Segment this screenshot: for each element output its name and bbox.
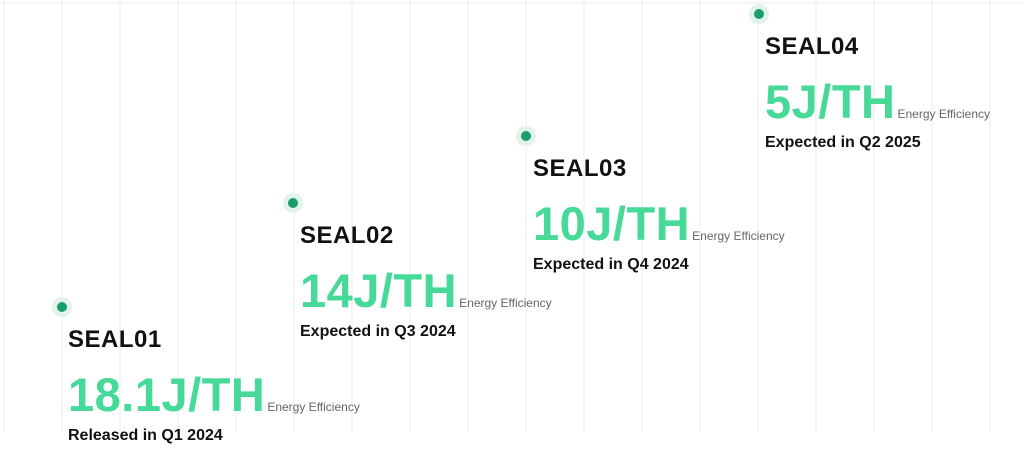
grid-lines [0,0,1024,432]
release-status: Expected in Q3 2024 [300,323,456,340]
product-name: SEAL02 [300,222,394,249]
milestone-dot [516,126,536,146]
efficiency-value: 14J/TH [300,264,458,317]
release-status: Expected in Q4 2024 [533,256,689,273]
efficiency-row: 14J/TH Energy Efficiency [300,261,552,321]
milestone: SEAL02 14J/TH Energy Efficiency Expected … [300,221,552,343]
efficiency-label: Energy Efficiency [267,400,360,414]
efficiency-label: Energy Efficiency [897,107,991,121]
milestone-dot [749,4,769,24]
efficiency-value: 5J/TH [765,75,896,128]
background-grid [0,0,1024,432]
milestone-dot [283,193,303,213]
milestone: SEAL04 5J/TH Energy Efficiency Expected i… [765,32,990,154]
product-name: SEAL01 [68,326,162,353]
milestone-dot [52,297,72,317]
efficiency-label: Energy Efficiency [692,229,785,243]
product-name: SEAL04 [765,33,859,60]
milestone: SEAL03 10J/TH Energy Efficiency Expected … [533,154,785,276]
product-name: SEAL03 [533,155,627,182]
efficiency-value: 18.1J/TH [68,368,266,421]
efficiency-row: 5J/TH Energy Efficiency [765,72,990,132]
efficiency-row: 10J/TH Energy Efficiency [533,194,785,254]
efficiency-row: 18.1J/TH Energy Efficiency [68,365,360,425]
release-status: Expected in Q2 2025 [765,134,921,151]
efficiency-label: Energy Efficiency [459,296,552,310]
milestone: SEAL01 18.1J/TH Energy Efficiency Release… [68,325,360,447]
release-status: Released in Q1 2024 [68,427,223,444]
efficiency-value: 10J/TH [533,197,691,250]
